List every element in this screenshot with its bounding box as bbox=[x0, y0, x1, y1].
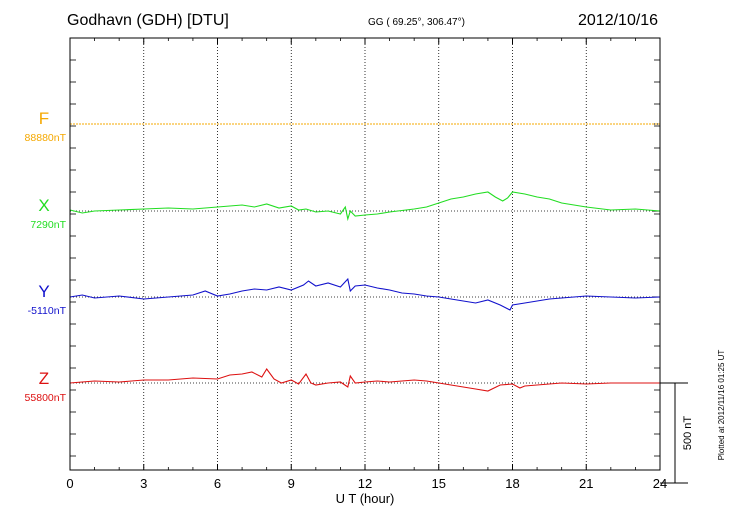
plot-timestamp-note: Plotted at 2012/11/16 01:25 UT bbox=[717, 350, 726, 461]
series-line-y bbox=[69, 277, 661, 311]
x-tick-label: 0 bbox=[66, 476, 73, 491]
series-line-z bbox=[69, 368, 660, 392]
x-axis: 0 3 6 9 12 15 18 21 24 bbox=[66, 38, 667, 491]
series-name-x: X bbox=[38, 196, 49, 215]
series-baseline-f: 88880nT bbox=[25, 132, 67, 144]
x-tick-label: 18 bbox=[505, 476, 519, 491]
station-coordinates: GG ( 69.25°, 306.47°) bbox=[368, 17, 465, 28]
scale-bar-label: 500 nT bbox=[682, 416, 694, 451]
x-tick-label: 9 bbox=[288, 476, 295, 491]
x-tick-label: 15 bbox=[432, 476, 446, 491]
series-baseline-z: 55800nT bbox=[25, 392, 67, 404]
station-title: Godhavn (GDH) [DTU] bbox=[67, 12, 229, 29]
x-tick-label: 6 bbox=[214, 476, 221, 491]
plot-date: 2012/10/16 bbox=[578, 12, 659, 29]
scale-bar: 500 nT bbox=[660, 382, 694, 484]
x-tick-label: 12 bbox=[358, 476, 372, 491]
x-tick-label: 3 bbox=[140, 476, 147, 491]
x-tick-label: 21 bbox=[579, 476, 593, 491]
vertical-grid bbox=[143, 38, 587, 470]
series-labels: F 88880nT X 7290nT Y -5110nT Z 55800nT bbox=[25, 109, 67, 404]
x-axis-title: U T (hour) bbox=[336, 491, 395, 506]
series-lines bbox=[69, 123, 661, 392]
series-name-y: Y bbox=[38, 282, 49, 301]
series-baseline-x: 7290nT bbox=[30, 219, 66, 231]
series-line-x bbox=[69, 191, 661, 222]
series-name-f: F bbox=[39, 109, 49, 128]
series-name-z: Z bbox=[39, 369, 49, 388]
series-baseline-y: -5110nT bbox=[28, 305, 67, 317]
